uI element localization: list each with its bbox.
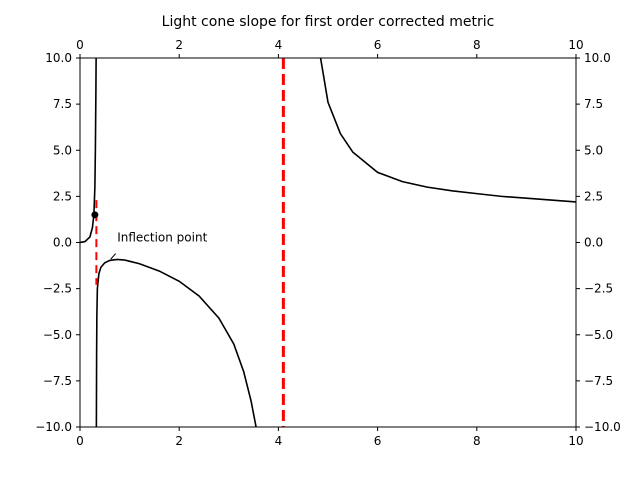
x-tick-label-bottom: 10 — [568, 434, 583, 448]
x-tick-label-top: 2 — [175, 38, 183, 52]
x-tick-label-bottom: 0 — [76, 434, 84, 448]
x-tick-label-top: 8 — [473, 38, 481, 52]
y-tick-label-right: −5.0 — [584, 328, 613, 342]
y-tick-label-right: 10.0 — [584, 51, 611, 65]
annotation-arrow — [110, 253, 117, 260]
x-tick-label-top: 10 — [568, 38, 583, 52]
y-tick-label-left: 0.0 — [53, 236, 72, 250]
x-tick-label-top: 6 — [374, 38, 382, 52]
annotation-label: Inflection point — [117, 231, 207, 245]
y-tick-label-left: −7.5 — [43, 374, 72, 388]
x-tick-label-bottom: 2 — [175, 434, 183, 448]
y-tick-label-left: −2.5 — [43, 282, 72, 296]
x-tick-label-top: 4 — [275, 38, 283, 52]
chart-title: Light cone slope for first order correct… — [162, 14, 495, 30]
y-tick-label-left: 10.0 — [45, 51, 72, 65]
x-tick-label-bottom: 4 — [275, 434, 283, 448]
y-tick-label-right: 7.5 — [584, 97, 603, 111]
x-tick-label-bottom: 8 — [473, 434, 481, 448]
x-tick-label-bottom: 6 — [374, 434, 382, 448]
inflection-marker — [91, 211, 99, 219]
series-line-middle-branch — [95, 258, 257, 427]
y-tick-label-right: 2.5 — [584, 189, 603, 203]
markers — [91, 211, 99, 219]
y-tick-label-left: 5.0 — [53, 143, 72, 157]
x-tick-label-top: 0 — [76, 38, 84, 52]
series-line-right-branch — [319, 58, 576, 203]
annotations: Inflection point — [110, 231, 208, 260]
y-tick-label-left: −5.0 — [43, 328, 72, 342]
y-tick-label-right: 0.0 — [584, 236, 603, 250]
y-tick-label-left: 2.5 — [53, 189, 72, 203]
y-tick-label-right: −10.0 — [584, 420, 621, 434]
y-tick-label-right: −7.5 — [584, 374, 613, 388]
y-tick-label-right: −2.5 — [584, 282, 613, 296]
y-tick-label-left: −10.0 — [35, 420, 72, 434]
y-tick-label-left: 7.5 — [53, 97, 72, 111]
y-tick-label-right: 5.0 — [584, 143, 603, 157]
